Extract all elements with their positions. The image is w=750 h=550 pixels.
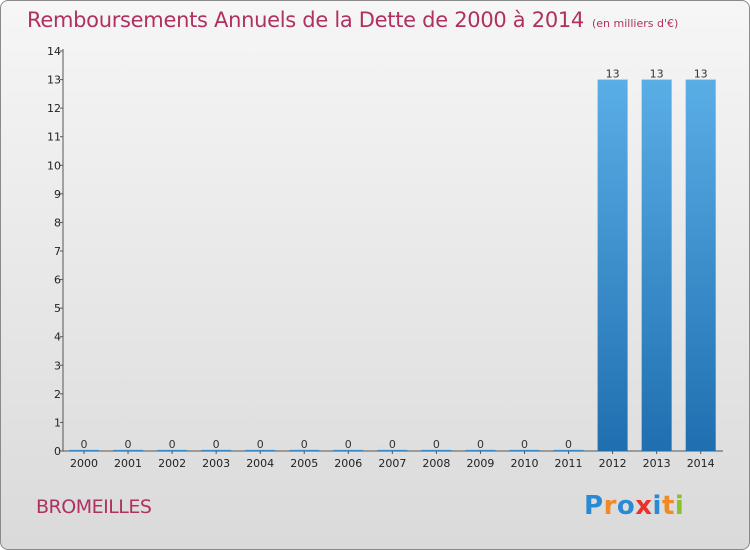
x-tick-label: 2010 (511, 457, 539, 470)
x-tick-label: 2013 (643, 457, 671, 470)
bar (509, 449, 540, 451)
x-tick-label: 2012 (599, 457, 627, 470)
bar (69, 449, 99, 451)
x-tick-label: 2004 (246, 457, 274, 470)
y-tick-label: 2 (54, 388, 61, 401)
logo-letter: P (584, 491, 604, 521)
x-tick-label: 2003 (202, 457, 230, 470)
data-label: 0 (477, 438, 484, 451)
bar (245, 449, 276, 451)
x-tick-label: 2014 (687, 457, 715, 470)
chart-subtitle: (en milliers d'€) (592, 17, 679, 30)
bar (597, 79, 628, 452)
data-label: 0 (301, 438, 308, 451)
y-tick-label: 3 (54, 359, 61, 372)
logo-letter: x (635, 491, 653, 521)
bar (553, 449, 584, 451)
y-tick-label: 4 (54, 331, 61, 344)
title-text: Remboursements Annuels de la Dette de 20… (27, 8, 584, 32)
x-tick-label: 2008 (422, 457, 450, 470)
logo-letter: i (674, 491, 685, 521)
commune-name: BROMEILLES (36, 496, 152, 518)
data-label: 0 (169, 438, 176, 451)
y-tick-label: 6 (54, 274, 61, 287)
logo-letter: r (603, 491, 617, 521)
x-tick-label: 2007 (378, 457, 406, 470)
data-label: 0 (389, 438, 396, 451)
proxiti-logo: Proxiti (584, 491, 684, 521)
logo-letter: i (652, 491, 662, 521)
bar (157, 449, 188, 451)
data-label: 0 (565, 438, 572, 451)
x-tick-label: 2001 (114, 457, 142, 470)
data-label: 13 (606, 68, 620, 81)
y-tick-label: 11 (47, 131, 61, 144)
data-label: 0 (81, 438, 88, 451)
y-tick-label: 1 (54, 416, 61, 429)
y-tick-label: 12 (47, 102, 61, 115)
bar (465, 449, 496, 451)
y-tick-label: 8 (54, 216, 61, 229)
bar (201, 449, 232, 451)
logo-letter: o (616, 491, 636, 521)
data-label: 0 (345, 438, 352, 451)
y-tick-label: 14 (47, 45, 61, 58)
bar (685, 79, 716, 452)
y-tick-label: 5 (54, 302, 61, 315)
x-tick-label: 2000 (70, 457, 98, 470)
data-label: 0 (257, 438, 264, 451)
y-tick-label: 9 (54, 188, 61, 201)
y-tick-label: 7 (54, 245, 61, 258)
data-label: 0 (125, 438, 132, 451)
y-tick-label: 10 (47, 159, 61, 172)
data-label: 0 (521, 438, 528, 451)
bar (377, 449, 408, 451)
x-tick-label: 2011 (555, 457, 583, 470)
bar (289, 449, 320, 451)
bar (641, 79, 672, 452)
x-tick-label: 2005 (290, 457, 318, 470)
data-label: 0 (433, 438, 440, 451)
data-label: 0 (213, 438, 220, 451)
data-label: 13 (694, 68, 708, 81)
x-tick-label: 2009 (466, 457, 494, 470)
chart-title: Remboursements Annuels de la Dette de 20… (27, 8, 678, 32)
logo-letter: t (661, 491, 675, 521)
y-tick-label: 0 (54, 445, 61, 458)
bar (333, 449, 364, 451)
x-tick-label: 2006 (334, 457, 362, 470)
data-label: 13 (650, 68, 664, 81)
bar (113, 449, 144, 451)
x-tick-label: 2002 (158, 457, 186, 470)
y-tick-label: 13 (47, 74, 61, 87)
bar (421, 449, 452, 451)
